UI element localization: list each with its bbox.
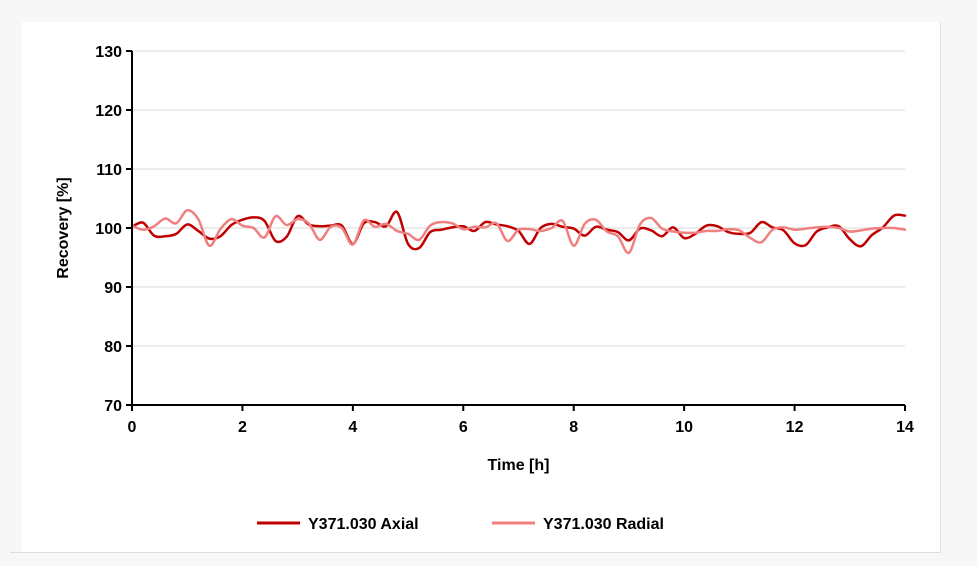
tick-labels: 70 80 90 100 110 120 130 0 2 4 6 8 10 12 14 xyxy=(95,44,914,436)
x-tick-label: 4 xyxy=(348,419,357,436)
y-tick-label: 80 xyxy=(104,339,122,356)
y-tick-label: 90 xyxy=(104,280,122,297)
legend: Y371.030 Axial Y371.030 Radial xyxy=(257,516,664,533)
x-axis-title: Time [h] xyxy=(488,457,550,474)
y-tick-label: 100 xyxy=(95,221,122,238)
x-tick-label: 8 xyxy=(569,419,578,436)
y-tick-label: 120 xyxy=(95,103,122,120)
x-tick-label: 6 xyxy=(459,419,468,436)
legend-label: Y371.030 Axial xyxy=(308,516,419,533)
x-tick-label: 14 xyxy=(896,419,914,436)
series-lines xyxy=(130,208,907,255)
y-tick-label: 70 xyxy=(104,398,122,415)
series-line-radial xyxy=(130,208,907,255)
x-tick-label: 0 xyxy=(128,419,137,436)
gridlines xyxy=(132,50,905,347)
axes xyxy=(126,50,906,411)
x-tick-label: 10 xyxy=(675,419,693,436)
legend-label: Y371.030 Radial xyxy=(543,516,664,533)
y-axis-title: Recovery [%] xyxy=(55,177,72,278)
x-tick-label: 12 xyxy=(786,419,804,436)
y-tick-label: 110 xyxy=(96,162,122,179)
y-tick-label: 130 xyxy=(95,44,122,61)
panel-divider xyxy=(10,552,940,553)
x-tick-label: 2 xyxy=(238,419,247,436)
